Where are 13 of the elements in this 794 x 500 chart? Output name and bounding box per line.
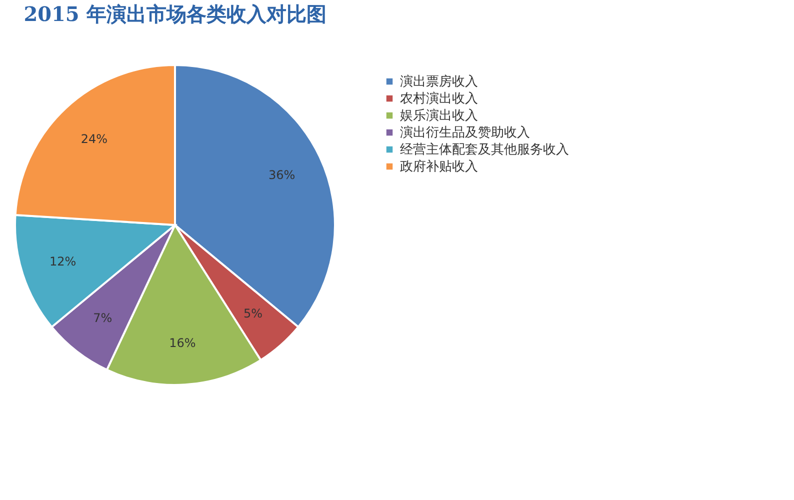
data-label: 5%: [244, 306, 263, 321]
legend-label: 经营主体配套及其他服务收入: [400, 142, 569, 158]
data-label: 36%: [268, 168, 296, 182]
data-label: 12%: [49, 254, 76, 268]
legend-label: 农村演出收入: [400, 92, 478, 106]
legend-label: 政府补贴收入: [400, 158, 478, 174]
legend-label: 演出票房收入: [400, 74, 478, 90]
data-label: 24%: [80, 132, 108, 146]
legend-label: 演出衍生品及赞助收入: [400, 126, 530, 140]
data-label: 16%: [169, 336, 196, 350]
legend-label: 娱乐演出收入: [400, 108, 478, 124]
data-label: 7%: [93, 311, 112, 326]
chart-title: 2015 年演出市场各类收入对比图: [24, 2, 326, 26]
